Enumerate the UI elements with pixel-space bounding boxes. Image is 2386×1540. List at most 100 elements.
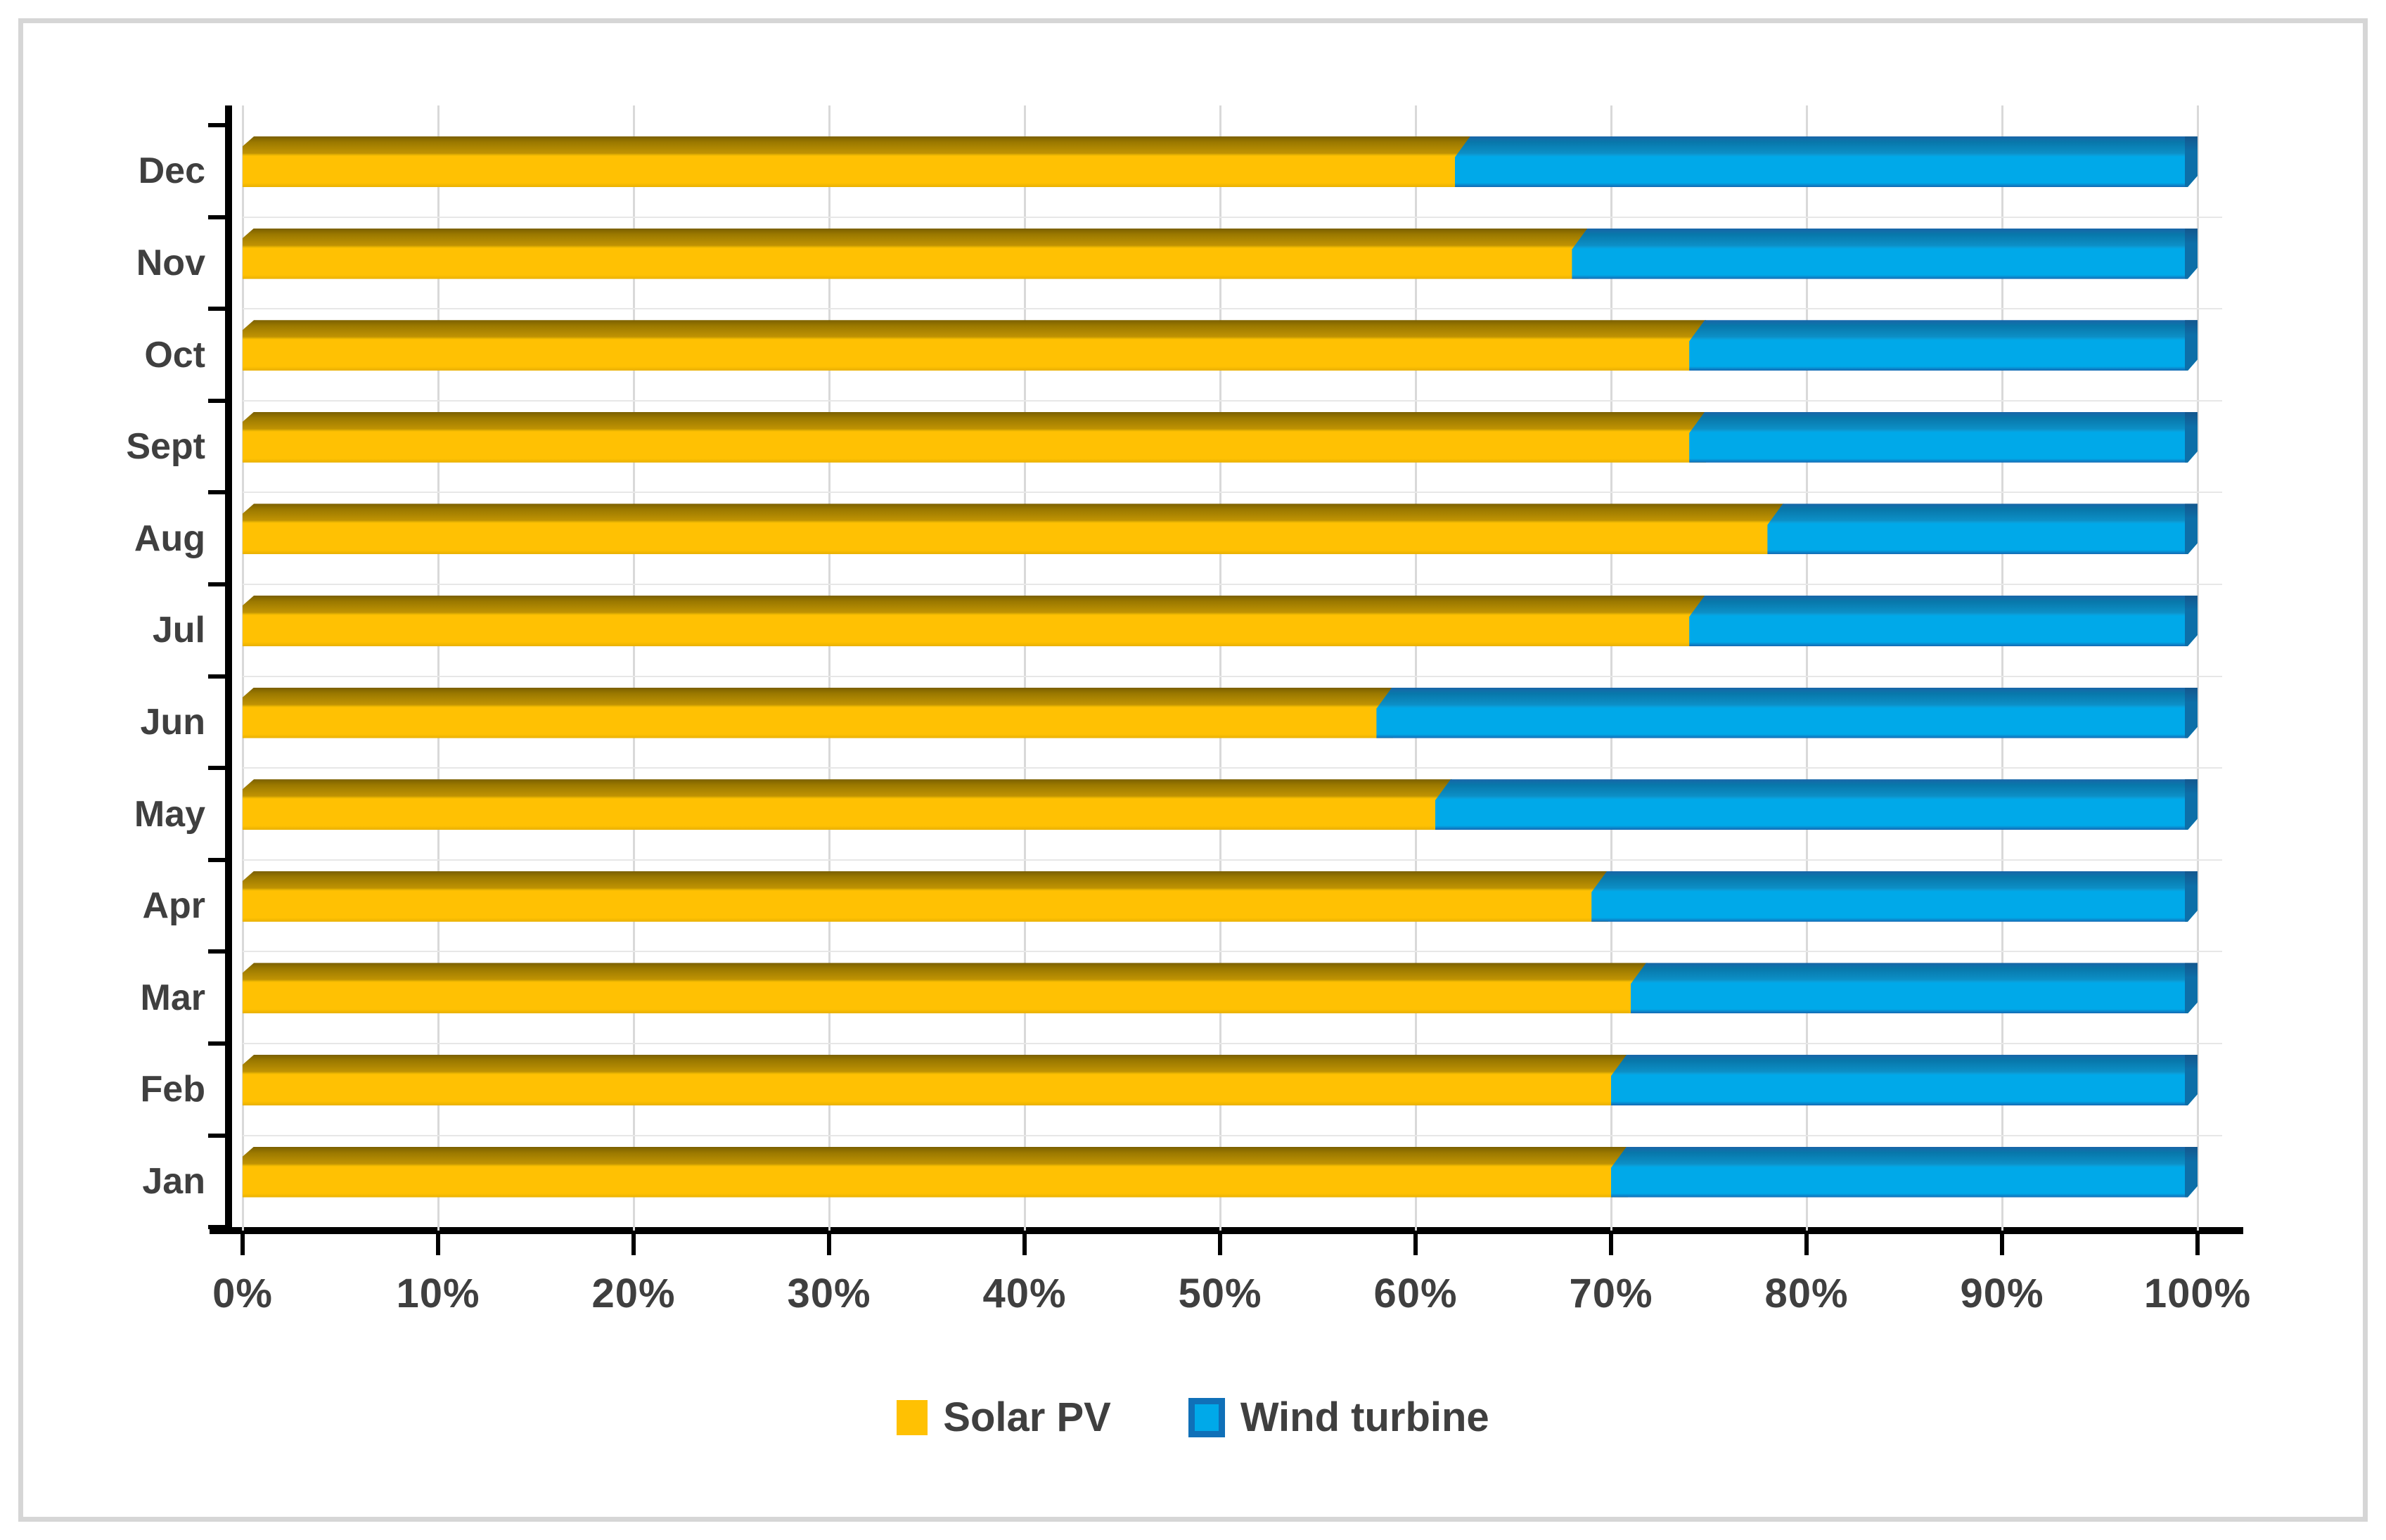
x-axis-tick-label: 70% (1569, 1271, 1653, 1316)
category-label-may: May (134, 793, 205, 835)
bar-row-jan (243, 1146, 2198, 1198)
bar-segment-solar-feb (243, 1055, 1628, 1105)
vertical-gridline (2197, 105, 2199, 1231)
bar-row-may (243, 779, 2198, 830)
bar-segment-solar-oct (243, 320, 1707, 371)
legend-marker-solar-pv (897, 1399, 928, 1435)
x-axis-tick (1804, 1234, 1809, 1255)
legend-label: Solar PV (943, 1394, 1111, 1440)
y-axis-tick (208, 307, 225, 312)
horizontal-gridline (243, 951, 2222, 953)
horizontal-gridline (243, 308, 2222, 310)
category-label-feb: Feb (140, 1069, 205, 1110)
y-axis-tick (208, 214, 225, 219)
y-axis-tick (208, 1225, 225, 1230)
bar-row-apr (243, 871, 2198, 922)
bar-row-dec (243, 136, 2198, 187)
x-axis-tick-label: 0% (212, 1271, 273, 1316)
x-axis-tick (1218, 1234, 1222, 1255)
x-axis-tick (827, 1234, 831, 1255)
vertical-gridline (1415, 105, 1417, 1231)
bar-segment-wind-jun (1376, 688, 2198, 738)
x-axis-line (210, 1227, 2243, 1234)
bar-segment-solar-mar (243, 963, 1648, 1014)
vertical-gridline (242, 105, 244, 1231)
bar-row-jul (243, 596, 2198, 646)
y-axis-tick (208, 949, 225, 954)
horizontal-gridline (243, 216, 2222, 218)
chart-legend: Solar PV Wind turbine (0, 1394, 2386, 1441)
y-axis-tick (208, 857, 225, 862)
bar-segment-solar-aug (243, 503, 1785, 555)
x-axis-tick-label: 90% (1960, 1271, 2044, 1316)
horizontal-gridline (243, 399, 2222, 402)
x-axis-tick (436, 1234, 440, 1255)
category-label-apr: Apr (142, 885, 205, 927)
bar-segment-wind-jan (1611, 1147, 2198, 1198)
category-label-mar: Mar (140, 977, 205, 1018)
vertical-gridline (1610, 105, 1612, 1231)
vertical-gridline (1219, 105, 1221, 1231)
horizontal-gridline (243, 675, 2222, 677)
bar-segment-wind-mar (1631, 963, 2198, 1013)
bar-segment-wind-apr (1591, 871, 2198, 922)
y-axis-tick (208, 123, 225, 127)
horizontal-gridline (243, 492, 2222, 494)
bar-row-nov (243, 228, 2198, 279)
bar-row-aug (243, 503, 2198, 555)
y-axis-tick (208, 674, 225, 679)
bar-segment-solar-dec (243, 136, 1472, 187)
horizontal-gridline (243, 584, 2222, 585)
x-axis-tick-label: 40% (982, 1271, 1067, 1316)
vertical-gridline (1024, 105, 1026, 1231)
x-axis-tick (2000, 1234, 2004, 1255)
bar-segment-solar-sept (243, 411, 1707, 463)
y-axis-line (225, 105, 232, 1234)
bar-segment-wind-jul (1689, 596, 2198, 646)
x-axis-tick (631, 1234, 636, 1255)
x-axis-tick (240, 1234, 245, 1255)
bar-segment-solar-jun (243, 687, 1394, 738)
vertical-gridline (633, 105, 635, 1231)
x-axis-tick-label: 10% (396, 1271, 480, 1316)
bar-segment-wind-aug (1767, 503, 2198, 554)
bar-row-oct (243, 320, 2198, 371)
bar-segment-wind-sept (1689, 412, 2198, 463)
y-axis-tick (208, 398, 225, 403)
vertical-gridline (828, 105, 830, 1231)
x-axis-tick-label: 100% (2143, 1271, 2252, 1316)
bar-segment-solar-may (243, 779, 1452, 830)
bar-row-sept (243, 411, 2198, 463)
bar-segment-wind-oct (1689, 320, 2198, 371)
bar-segment-solar-nov (243, 228, 1589, 279)
x-axis-tick-label: 20% (591, 1271, 676, 1316)
x-axis-tick-label: 80% (1764, 1271, 1849, 1316)
category-label-jun: Jun (140, 701, 205, 743)
vertical-gridline (437, 105, 440, 1231)
legend-marker-wind-turbine (1188, 1397, 1225, 1437)
x-axis-tick-label: 50% (1178, 1271, 1262, 1316)
bar-segment-wind-nov (1572, 229, 2198, 279)
category-label-nov: Nov (136, 242, 205, 283)
category-label-jul: Jul (152, 610, 205, 651)
bar-segment-solar-apr (243, 871, 1609, 922)
y-axis-tick (208, 490, 225, 495)
bar-segment-solar-jul (243, 596, 1707, 646)
category-label-oct: Oct (144, 334, 205, 376)
bar-segment-wind-may (1435, 779, 2198, 830)
legend-item-wind-turbine: Wind turbine (1188, 1394, 1489, 1441)
vertical-gridline (1806, 105, 1808, 1231)
category-label-sept: Sept (126, 426, 205, 468)
bar-segment-wind-dec (1455, 136, 2198, 187)
x-axis-tick-label: 30% (787, 1271, 871, 1316)
y-axis-tick (208, 1133, 225, 1138)
category-label-aug: Aug (134, 518, 205, 559)
x-axis-tick-label: 60% (1373, 1271, 1458, 1316)
horizontal-gridline (243, 1043, 2222, 1044)
x-axis-tick (2195, 1234, 2200, 1255)
horizontal-gridline (243, 767, 2222, 769)
bar-segment-wind-feb (1611, 1055, 2198, 1105)
y-axis-tick (208, 766, 225, 771)
bar-row-jun (243, 687, 2198, 738)
